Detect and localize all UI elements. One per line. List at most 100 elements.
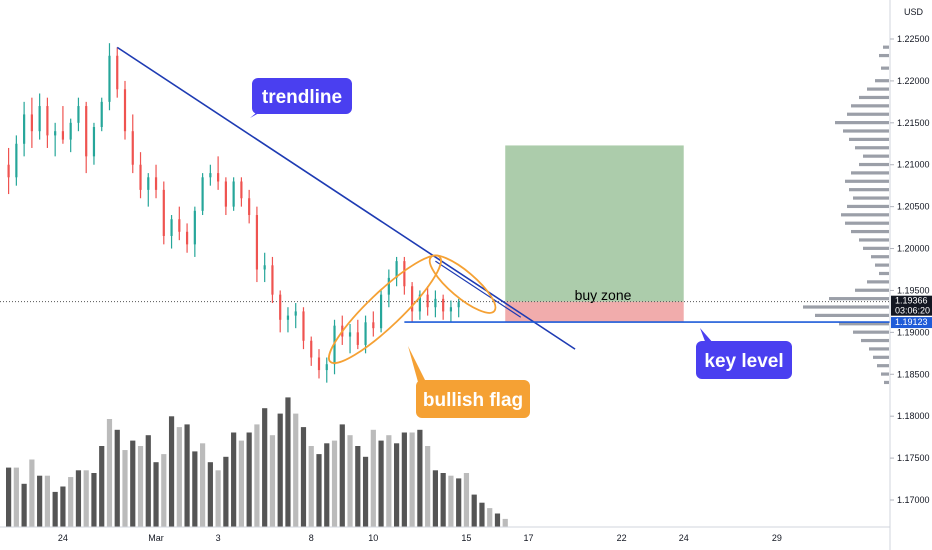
volume-profile-bar (853, 330, 889, 334)
volume-bar (130, 440, 136, 527)
candle (403, 256, 406, 295)
candle (449, 300, 453, 323)
volume-profile-bar (843, 129, 889, 133)
volume-bar (60, 486, 66, 527)
volume-bar (502, 518, 508, 527)
volume-profile-bar (845, 221, 889, 225)
candle (147, 173, 150, 207)
volume-profile-bar (847, 204, 889, 209)
volume-bar (347, 435, 353, 527)
volume-bar (99, 446, 105, 527)
candle (263, 252, 266, 283)
volume-bar (207, 462, 213, 527)
volume-bar (75, 470, 82, 527)
flag-callout: bullish flag (408, 346, 530, 418)
candle (170, 215, 173, 249)
volume-bar (21, 483, 27, 527)
time-tick-label: 10 (368, 533, 378, 543)
price-axis-ticks: 1.22500 1.22000 1.21500 1.21000 1.20500 1.200… (890, 34, 930, 505)
volume-bar (114, 429, 120, 527)
volume-profile-bar (861, 338, 889, 343)
volume-bar (200, 443, 206, 527)
price-tick-label: 1.17500 (897, 453, 930, 463)
stop-zone (505, 301, 684, 323)
flag-callout-text: bullish flag (423, 390, 523, 411)
volume-bar (300, 427, 307, 527)
volume-profile-bar (835, 121, 889, 125)
volume-profile-bar (803, 305, 889, 309)
candle (387, 269, 390, 308)
volume-bar (456, 478, 462, 527)
volume-profile-bar (871, 255, 889, 259)
candle (108, 43, 111, 111)
key-level-callout-text: key level (704, 351, 783, 372)
volume-bar (487, 508, 493, 527)
candle (255, 206, 259, 283)
volume-bar (223, 456, 229, 527)
volume-profile-bar (859, 162, 889, 167)
time-axis-ticks: 24 Mar 3 8 10 15 17 22 24 29 (58, 533, 782, 543)
volume-bar (52, 491, 58, 527)
key-level-callout-box (696, 341, 792, 379)
volume-profile-bar (869, 347, 889, 351)
candle (15, 135, 18, 186)
candle (271, 256, 274, 304)
volume-profile-bar (867, 280, 889, 284)
volume-profile-bar (829, 297, 889, 301)
volume-bar (463, 473, 470, 527)
candle (248, 189, 251, 224)
trendline-callout-text: trendline (262, 87, 342, 108)
volume-bar (37, 475, 43, 527)
volume-profile-bar (839, 322, 889, 326)
price-tick-label: 1.20500 (897, 202, 930, 212)
candle (100, 97, 103, 132)
volume-profile-bar (863, 154, 889, 158)
candle (317, 349, 321, 379)
current-price-tag: 1.19366 03:06:20 (891, 295, 932, 316)
candle (92, 122, 96, 165)
volume-profile-bar (841, 213, 889, 217)
volume-profile-bar (875, 263, 889, 267)
volume-bar (440, 473, 446, 527)
volume-profile-bar (883, 45, 889, 49)
candle (46, 97, 49, 148)
candle (201, 173, 204, 216)
volume-bar (168, 416, 175, 527)
candle (348, 323, 352, 354)
candle (77, 97, 80, 132)
volume-bar (409, 432, 415, 527)
volume-bar (262, 408, 268, 527)
volume-bar (153, 462, 159, 527)
volume-bar (6, 467, 12, 527)
candle (178, 206, 181, 241)
volume-profile-bar (851, 171, 889, 175)
trendline (116, 46, 576, 350)
candle (379, 290, 383, 333)
volume-bar (83, 470, 89, 527)
candle (38, 93, 41, 140)
volume-profile-bar (884, 380, 889, 385)
volume-bar (370, 429, 376, 527)
candle (154, 164, 158, 199)
candle (54, 122, 57, 157)
volume-bar (184, 424, 190, 527)
price-tick-label: 1.22000 (897, 76, 930, 86)
volume-profile-bar (815, 313, 889, 317)
key-level-callout-pointer (700, 328, 714, 344)
price-tick-label: 1.19500 (897, 285, 930, 295)
volume-bar (331, 440, 338, 527)
volume-bar (137, 446, 144, 527)
volume-bar (122, 450, 128, 527)
currency-label: USD (904, 7, 924, 17)
candle (116, 47, 119, 98)
key-level-price-tag: 1.19123 (891, 317, 932, 329)
time-tick-label: 17 (524, 533, 534, 543)
volume-bar (308, 446, 314, 527)
volume-bar (176, 427, 182, 527)
volume-bar (479, 502, 485, 527)
candle (69, 118, 72, 153)
volume-bar (448, 475, 454, 527)
volume-profile-bar (879, 271, 889, 276)
